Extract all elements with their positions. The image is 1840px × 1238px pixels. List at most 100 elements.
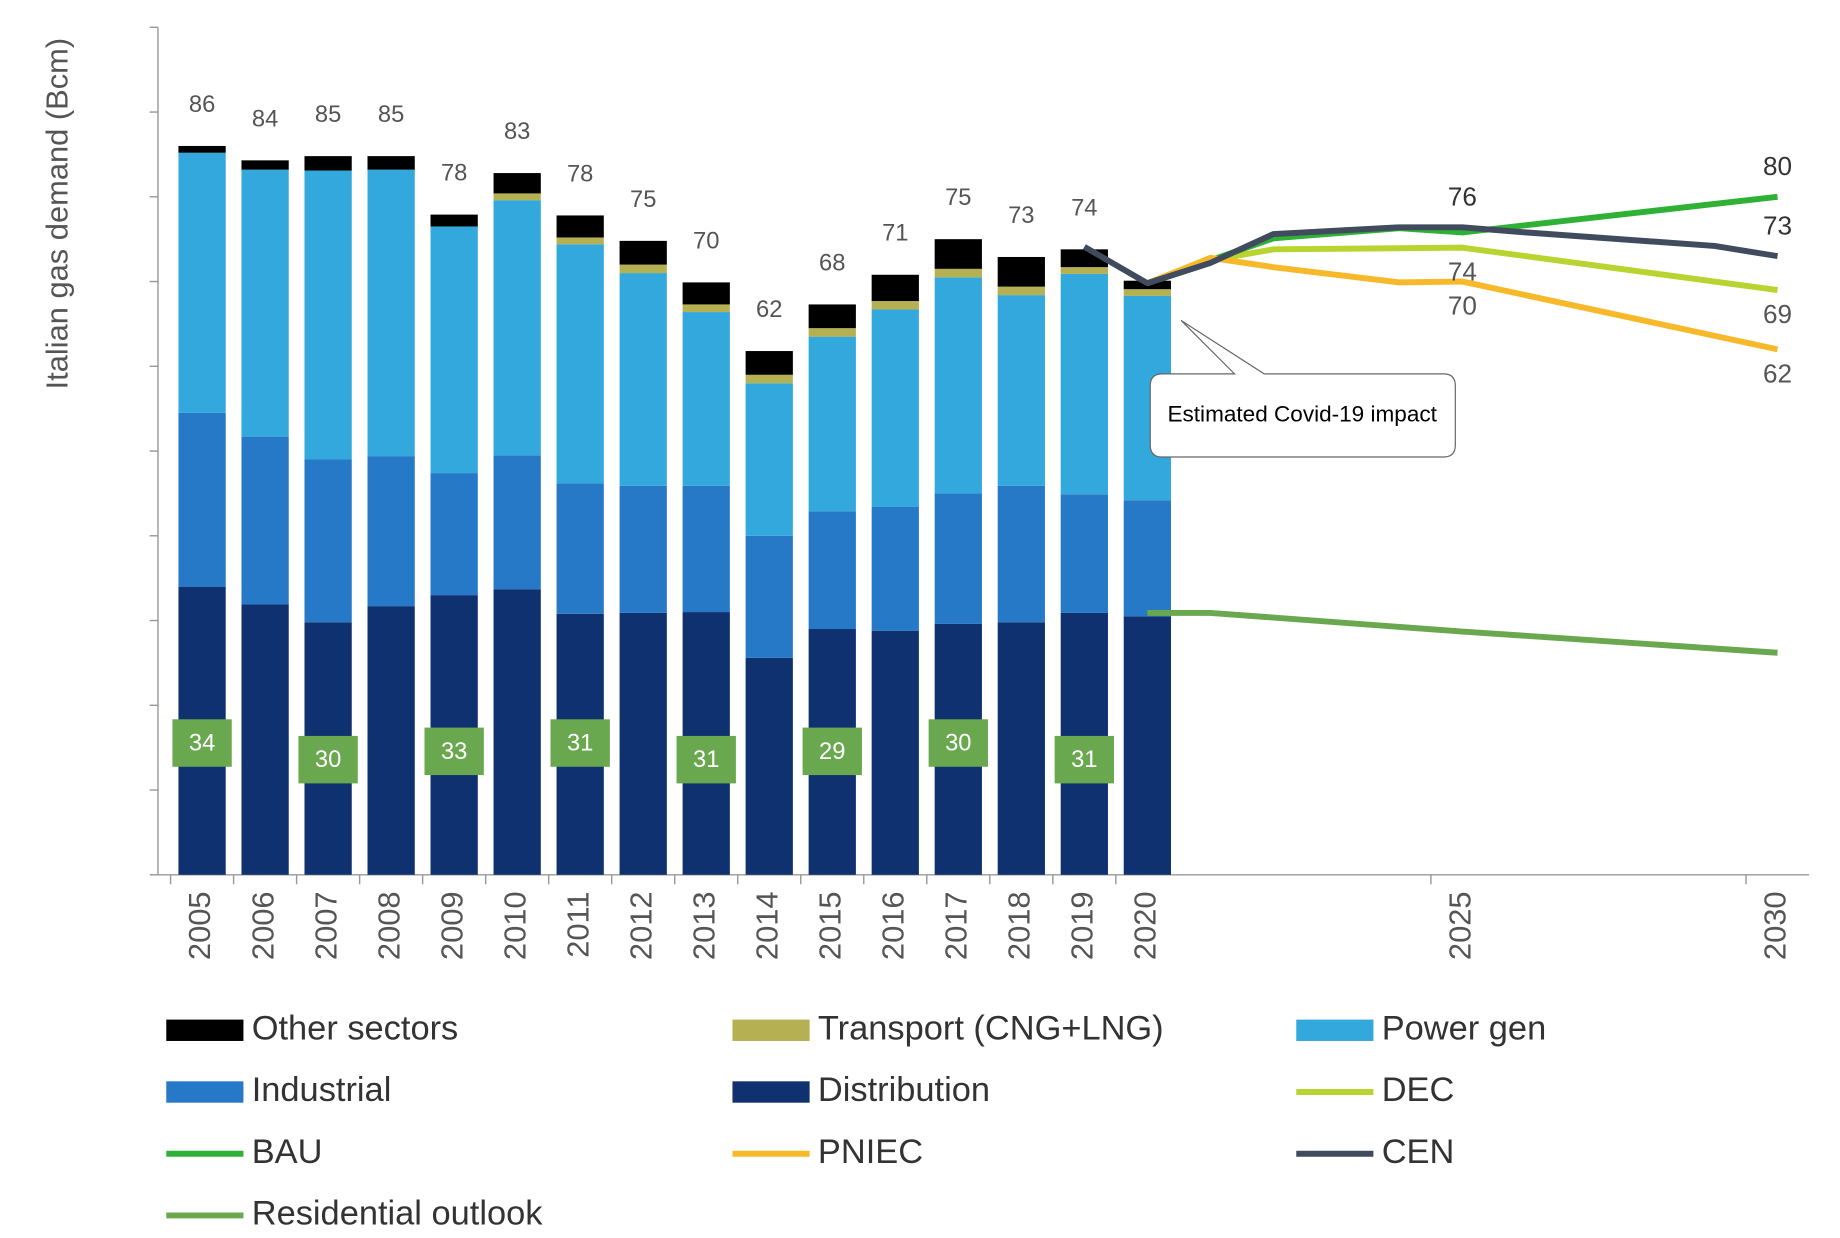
value-label: 31 (1071, 747, 1097, 773)
value-label-box (802, 727, 862, 776)
bar-segment (430, 214, 478, 227)
legend-label: CEN (1382, 1133, 1455, 1171)
x-tick-label: 2009 (434, 891, 469, 960)
x-tick-label: 2011 (560, 891, 595, 957)
x-tick-label: 2030 (1758, 891, 1793, 960)
bar-segment (997, 256, 1045, 287)
bar-segment (871, 274, 919, 302)
total-label: 73 (1008, 203, 1034, 229)
value-label-box (676, 735, 736, 784)
bar-segment (493, 173, 541, 194)
total-label: 85 (378, 102, 404, 128)
bar-segment (178, 145, 226, 153)
line (1146, 254, 1779, 353)
bar-segment (934, 268, 982, 278)
total-label: 74 (1071, 195, 1097, 221)
bar-segment (682, 485, 730, 613)
total-label: 83 (504, 119, 530, 145)
legend-swatch (732, 1019, 810, 1041)
bar-segment (619, 273, 667, 486)
legend-swatch (166, 1019, 244, 1041)
bar-segment (367, 169, 415, 457)
legend-swatch (1296, 1019, 1374, 1041)
legend-label: Residential outlook (252, 1195, 544, 1233)
bar-segment (493, 589, 541, 875)
legend-label: Other sectors (252, 1009, 459, 1047)
bar-segment (682, 304, 730, 313)
bar-segment (1060, 494, 1108, 613)
x-tick-label: 2013 (686, 891, 721, 960)
x-tick-label: 2010 (497, 891, 532, 960)
x-tick-label: 2008 (371, 891, 406, 960)
bar-segment (241, 604, 289, 875)
bar-segment (934, 277, 982, 494)
x-tick-label: 2007 (308, 891, 343, 960)
value-label: 31 (567, 730, 593, 756)
bar-segment (367, 606, 415, 875)
bar-segment (745, 374, 793, 384)
value-label-box (424, 727, 484, 776)
x-tick-label: 2025 (1443, 891, 1478, 960)
bar-segment (556, 237, 604, 245)
bar-segment (493, 455, 541, 590)
total-label: 70 (693, 228, 719, 254)
bar-segment (808, 328, 856, 337)
bar-segment (745, 657, 793, 875)
bar-segment (556, 483, 604, 614)
value-label-box (550, 719, 610, 767)
line-value-label: 70 (1448, 291, 1477, 321)
line-value-label: 62 (1763, 358, 1792, 388)
total-label: 62 (756, 297, 782, 323)
total-label: 78 (567, 161, 593, 187)
x-tick-label: 2018 (1001, 891, 1036, 960)
legend-label: Distribution (818, 1071, 990, 1109)
bar-segment (241, 436, 289, 605)
x-tick-label: 2017 (938, 891, 973, 960)
value-label: 30 (945, 730, 971, 756)
bar-segment (682, 312, 730, 486)
bar-segment (997, 295, 1045, 486)
line (1082, 224, 1778, 287)
value-label: 34 (189, 730, 215, 756)
bar-segment (808, 336, 856, 512)
legend-label: DEC (1382, 1071, 1455, 1109)
x-tick-label: 2019 (1064, 891, 1099, 960)
line-value-label: 76 (1448, 182, 1477, 212)
value-label-box (172, 719, 232, 767)
bar-segment (304, 459, 352, 623)
value-label: 33 (441, 739, 467, 765)
line (1147, 609, 1778, 656)
value-label: 29 (819, 739, 845, 765)
bar-segment (745, 351, 793, 375)
legend-label: BAU (252, 1133, 323, 1171)
value-label: 30 (315, 747, 341, 773)
bar-segment (745, 535, 793, 658)
bar-segment (871, 309, 919, 507)
x-tick-label: 2005 (182, 891, 217, 960)
bar-segment (1060, 273, 1108, 495)
x-tick-label: 2006 (245, 891, 280, 960)
bar-segment (241, 169, 289, 437)
legend-label: Transport (CNG+LNG) (818, 1009, 1164, 1047)
total-label: 71 (882, 221, 908, 247)
bar-segment (934, 239, 982, 269)
y-axis-label: Italian gas demand (Bcm) (40, 38, 75, 390)
line-value-label: 69 (1763, 299, 1792, 329)
legend-swatch (166, 1081, 244, 1103)
value-label-box (928, 719, 988, 767)
bar-segment (997, 485, 1045, 623)
bar-segment (619, 612, 667, 875)
bar-segment (871, 506, 919, 631)
bar-segment (1123, 500, 1171, 617)
x-tick-label: 2015 (812, 891, 847, 960)
bar-segment (682, 282, 730, 305)
bar-segment (808, 304, 856, 329)
bar-segment (556, 244, 604, 484)
bar-segment (430, 226, 478, 474)
legend-label: PNIEC (818, 1133, 923, 1171)
x-tick-label: 2020 (1128, 891, 1163, 960)
value-label-box (1054, 735, 1115, 784)
bar-segment (493, 200, 541, 456)
